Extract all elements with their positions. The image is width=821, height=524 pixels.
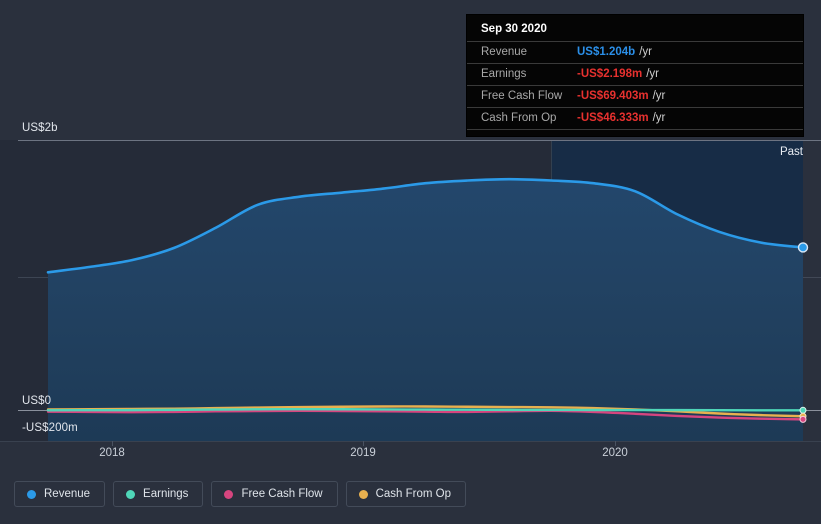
legend-color-dot bbox=[224, 489, 234, 499]
revenue-line bbox=[46, 177, 805, 274]
legend-item-revenue[interactable]: Revenue bbox=[14, 481, 106, 507]
tooltip-row-unit: /yr bbox=[646, 68, 659, 80]
revenue-endpoint-marker[interactable] bbox=[797, 242, 809, 253]
tooltip-row-value: US$1.204b bbox=[577, 46, 636, 58]
legend-item-label: Earnings bbox=[143, 488, 189, 500]
tooltip-row: Revenue US$1.204b/yr bbox=[467, 41, 803, 63]
tooltip-date: Sep 30 2020 bbox=[481, 23, 547, 35]
tooltip-row: Earnings -US$2.198m/yr bbox=[467, 63, 803, 85]
x-axis-label-2018: 2018 bbox=[99, 447, 125, 459]
x-axis-tick-2020 bbox=[615, 441, 616, 446]
axis-line-x bbox=[0, 441, 821, 442]
legend-item-label: Free Cash Flow bbox=[241, 488, 323, 500]
tooltip-row-label: Free Cash Flow bbox=[481, 90, 563, 102]
tooltip-row-value: -US$46.333m bbox=[577, 112, 649, 124]
tooltip-row: Cash From Op -US$46.333m/yr bbox=[467, 107, 803, 130]
tooltip-row-unit: /yr bbox=[652, 112, 666, 124]
cash-from-op-line bbox=[46, 405, 805, 418]
tooltip-row-label: Revenue bbox=[481, 46, 528, 58]
data-point-tooltip: Sep 30 2020 Revenue US$1.204b/yr Earnings -… bbox=[466, 14, 804, 137]
legend-color-dot bbox=[27, 489, 36, 499]
x-axis-tick-2019 bbox=[363, 441, 364, 446]
tooltip-row-unit: /yr bbox=[652, 90, 666, 102]
tooltip-row-unit: /yr bbox=[639, 46, 652, 58]
legend-color-dot bbox=[358, 489, 368, 499]
earnings-endpoint-marker[interactable] bbox=[799, 406, 807, 414]
x-axis-label-2020: 2020 bbox=[602, 447, 628, 459]
y-axis-label-negative: -US$200m bbox=[22, 422, 78, 434]
free-cash-flow-line bbox=[46, 409, 805, 421]
legend-item-label: Cash From Op bbox=[375, 488, 452, 500]
tooltip-row-label: Cash From Op bbox=[481, 112, 557, 124]
y-axis-label-zero: US$0 bbox=[22, 395, 52, 407]
y-axis-label-top: US$2b bbox=[22, 122, 58, 134]
x-axis-label-2019: 2019 bbox=[350, 447, 376, 459]
tooltip-row-label: Earnings bbox=[481, 68, 527, 80]
earnings-line bbox=[46, 407, 805, 412]
past-region-label: Past bbox=[779, 146, 803, 158]
tooltip-rows: Revenue US$1.204b/yr Earnings -US$2.198m/yr… bbox=[467, 41, 803, 130]
legend-item-earnings[interactable]: Earnings bbox=[113, 481, 204, 507]
x-axis-tick-2018 bbox=[112, 441, 113, 446]
gridline-top bbox=[18, 140, 821, 141]
tooltip-row: Free Cash Flow -US$69.403m/yr bbox=[467, 85, 803, 107]
tooltip-row-value: -US$69.403m bbox=[577, 90, 649, 102]
legend-color-dot bbox=[126, 489, 136, 499]
legend-item-label: Revenue bbox=[44, 488, 91, 500]
legend-item-cash-from-op[interactable]: Cash From Op bbox=[345, 481, 467, 507]
legend-item-free-cash-flow[interactable]: Free Cash Flow bbox=[211, 481, 338, 507]
plot-background-gutter bbox=[803, 140, 821, 441]
free-cash-flow-endpoint-marker[interactable] bbox=[799, 415, 807, 423]
tooltip-row-value: -US$2.198m bbox=[577, 68, 643, 80]
revenue-area-fill bbox=[48, 179, 803, 441]
chart-legend: Revenue Earnings Free Cash Flow Cash From O… bbox=[14, 481, 467, 507]
